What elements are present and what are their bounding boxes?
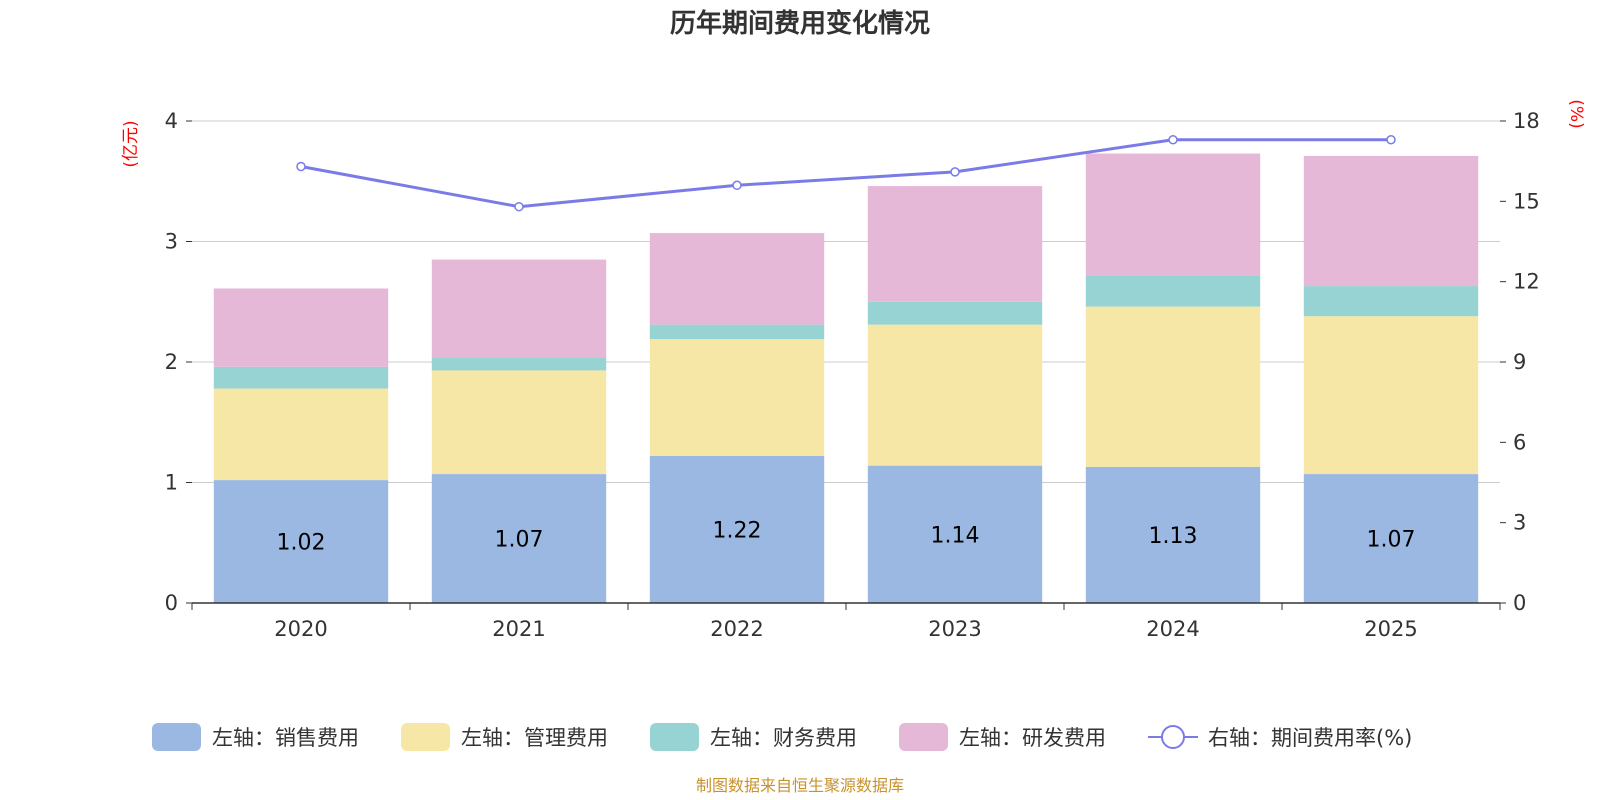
bar-data-label: 1.13 xyxy=(1149,524,1198,549)
legend-label: 左轴：财务费用 xyxy=(710,726,857,750)
bar-segment xyxy=(431,259,607,358)
source-note: 制图数据来自恒生聚源数据库 xyxy=(696,776,904,795)
rate-point xyxy=(950,167,960,177)
legend-label: 左轴：研发费用 xyxy=(959,726,1106,750)
rate-line xyxy=(296,134,1396,212)
bar-data-label: 1.22 xyxy=(713,518,762,543)
legend-label: 右轴：期间费用率(%) xyxy=(1208,726,1412,750)
rate-point xyxy=(1386,134,1396,145)
bar-segment xyxy=(213,480,389,603)
bar-segment xyxy=(1303,474,1479,603)
left-axis-unit: (亿元) xyxy=(121,120,141,167)
rate-point xyxy=(514,201,524,212)
bar-segment xyxy=(1085,153,1261,276)
legend-swatch xyxy=(899,723,948,751)
bar-segment xyxy=(431,370,607,475)
bar-segment xyxy=(867,301,1043,325)
left-tick-label: 0 xyxy=(165,591,178,615)
right-tick-label: 0 xyxy=(1513,591,1526,615)
bar-segment xyxy=(1303,316,1479,475)
bar-segment xyxy=(649,324,825,340)
rate-point xyxy=(732,180,742,191)
chart-title: 历年期间费用变化情况 xyxy=(670,8,930,39)
x-tick-label: 2020 xyxy=(274,617,327,641)
x-tick-label: 2024 xyxy=(1146,617,1199,641)
bar-segment xyxy=(1085,275,1261,307)
left-tick-label: 3 xyxy=(165,230,178,254)
bar-segment xyxy=(1085,466,1261,603)
legend-swatch xyxy=(650,723,699,751)
bar-segment xyxy=(213,366,389,389)
bar-data-label: 1.02 xyxy=(277,531,326,556)
left-tick-label: 2 xyxy=(165,350,178,374)
bar-data-label: 1.07 xyxy=(495,528,544,553)
left-tick-label: 4 xyxy=(165,109,178,133)
legend-label: 左轴：销售费用 xyxy=(212,726,359,750)
bar-data-label: 1.14 xyxy=(931,523,980,548)
rate-point xyxy=(296,161,306,172)
rate-point xyxy=(1168,134,1178,145)
legend-swatch xyxy=(152,723,201,751)
bar-segment xyxy=(867,186,1043,302)
right-tick-label: 12 xyxy=(1513,270,1540,294)
right-tick-label: 6 xyxy=(1513,430,1526,454)
x-tick-label: 2022 xyxy=(710,617,763,641)
bar-data-label: 1.07 xyxy=(1367,528,1416,553)
legend-marker-swatch xyxy=(1161,725,1185,749)
bar-segment xyxy=(649,339,825,456)
right-axis-unit: (%) xyxy=(1566,99,1586,128)
bar-segment xyxy=(431,474,607,603)
bar-segment xyxy=(1303,155,1479,287)
bars: 1.02 1.07 1.22 1.14 1.13 1.07 xyxy=(213,153,1479,603)
right-tick-label: 15 xyxy=(1513,189,1540,213)
legend-label: 左轴：管理费用 xyxy=(461,726,608,750)
bar-segment xyxy=(213,288,389,367)
x-tick-label: 2021 xyxy=(492,617,545,641)
grid xyxy=(192,120,1500,483)
left-tick-label: 1 xyxy=(165,471,178,495)
bar-segment xyxy=(649,455,825,603)
bar-segment xyxy=(1085,306,1261,467)
bar-segment xyxy=(649,233,825,325)
rate-polyline xyxy=(300,138,1391,209)
legend: 左轴：销售费用 左轴：管理费用 左轴：财务费用 左轴：研发费用 右轴：期间费用率(%) xyxy=(152,723,1412,751)
bar-segment xyxy=(431,357,607,371)
legend-swatch xyxy=(401,723,450,751)
bar-segment xyxy=(867,324,1043,466)
x-tick-label: 2025 xyxy=(1364,617,1417,641)
right-tick-label: 3 xyxy=(1513,511,1526,535)
x-tick-label: 2023 xyxy=(928,617,981,641)
bar-segment xyxy=(867,465,1043,603)
right-tick-label: 9 xyxy=(1513,350,1526,374)
right-tick-label: 18 xyxy=(1513,109,1540,133)
bar-segment xyxy=(213,388,389,481)
bar-segment xyxy=(1303,286,1479,317)
